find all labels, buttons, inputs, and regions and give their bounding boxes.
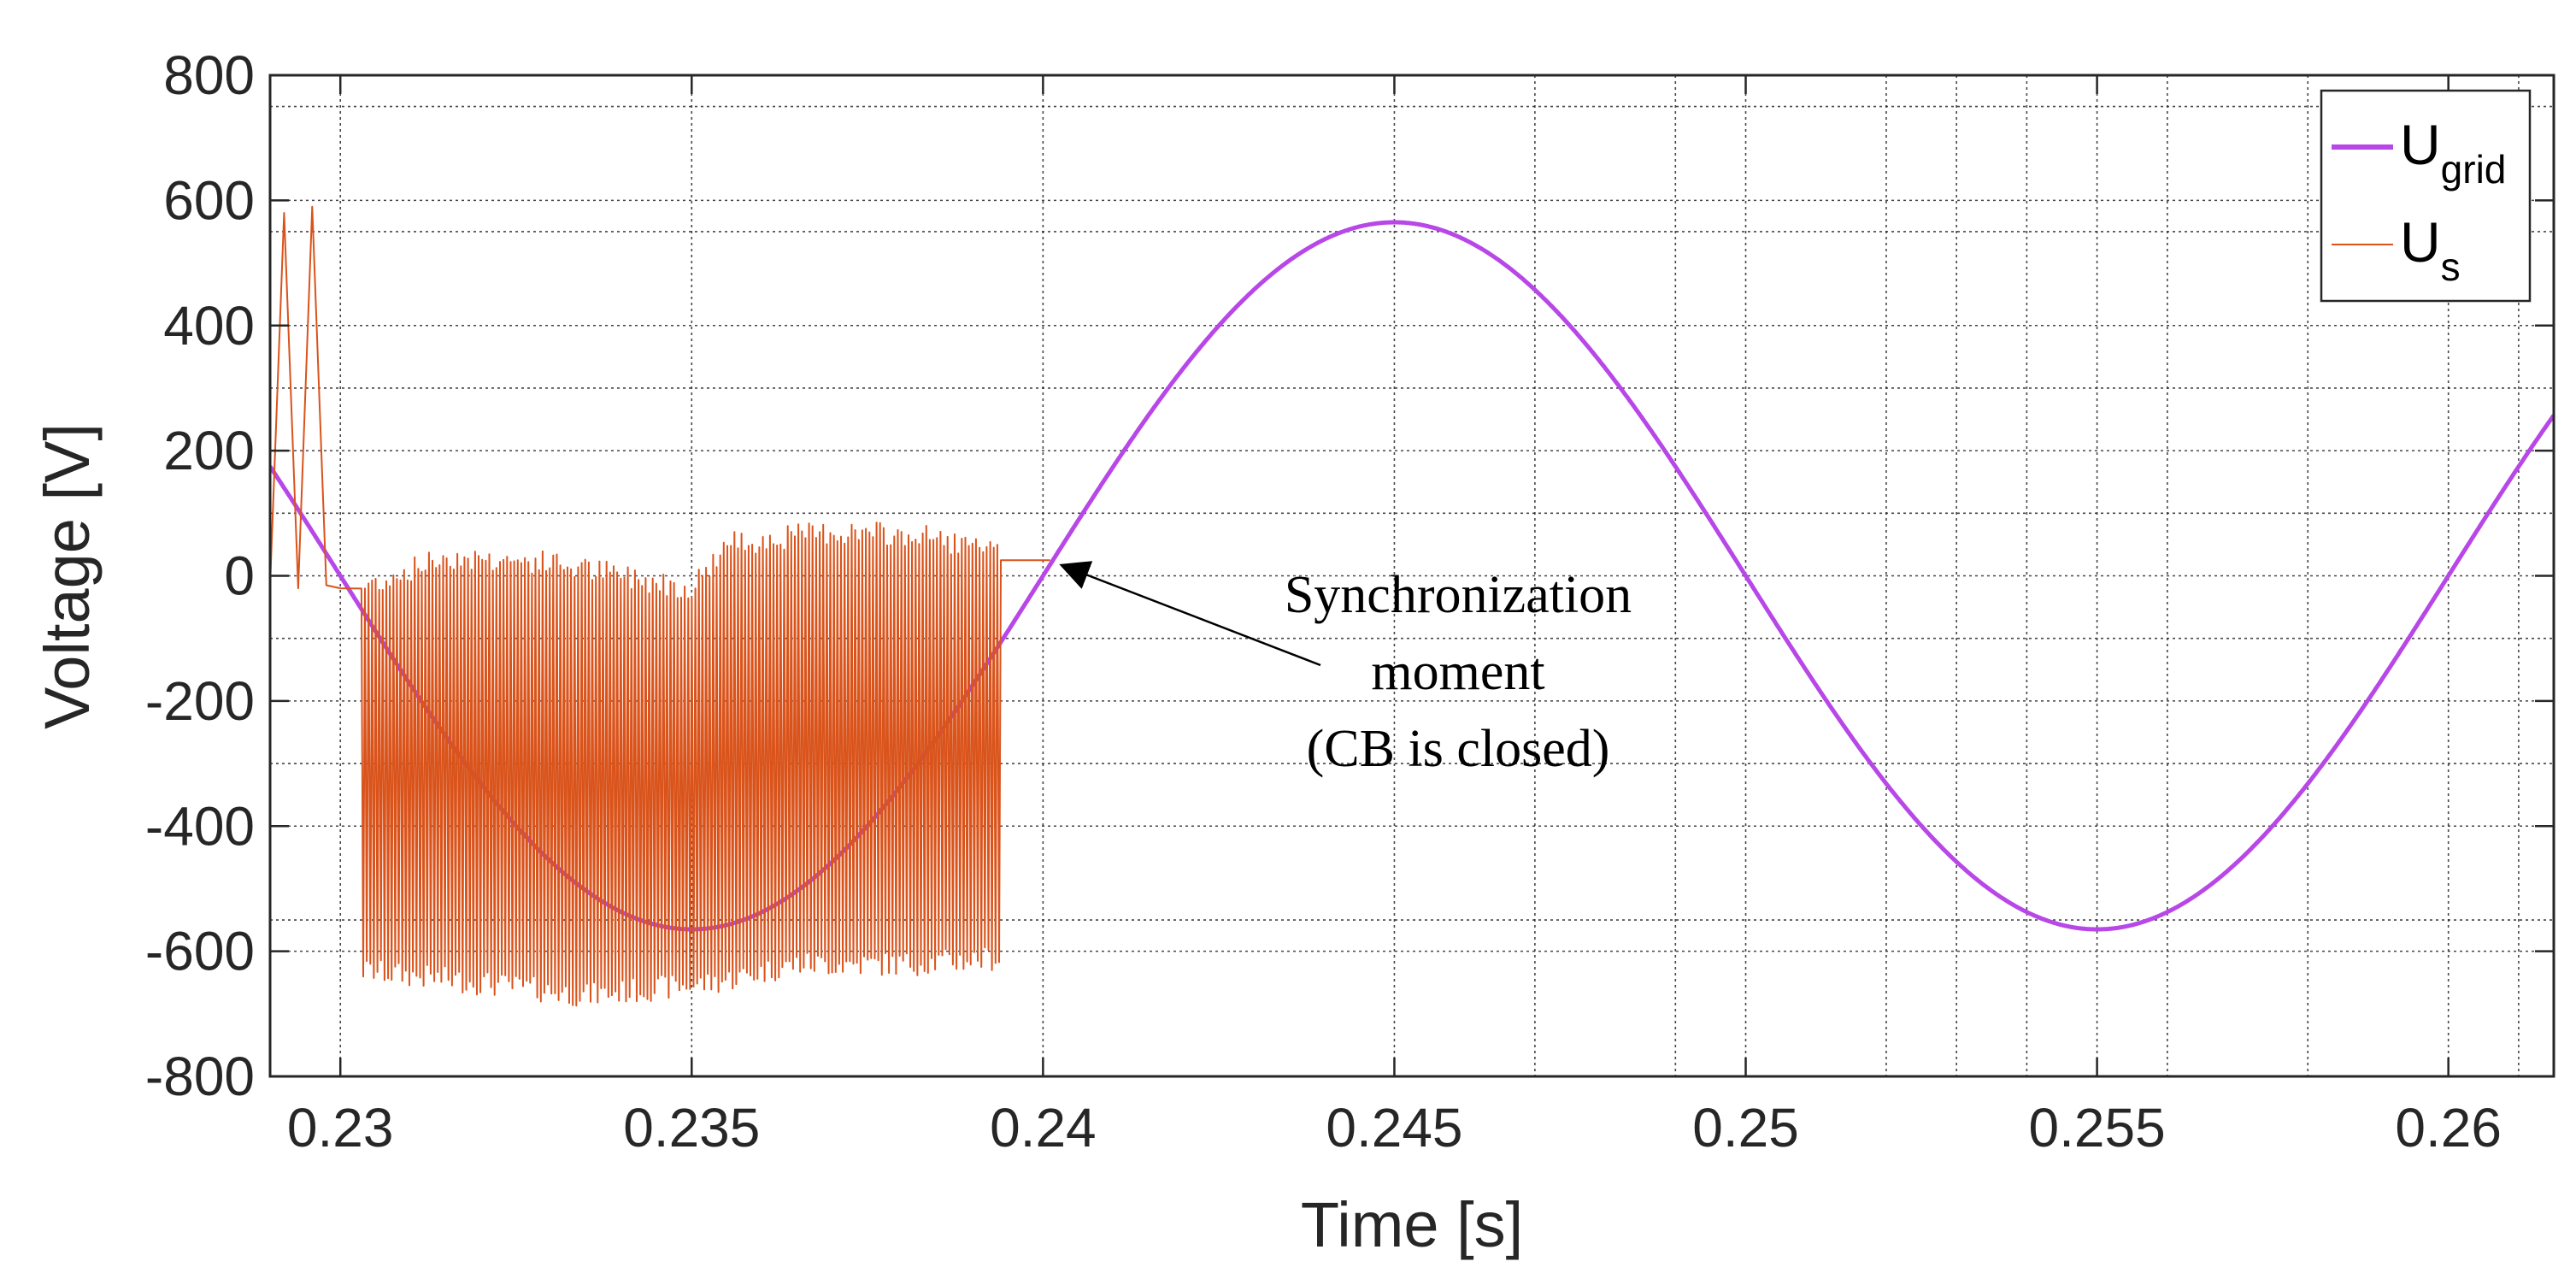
legend-label-us: Us [2400, 210, 2461, 289]
x-tick-label: 0.23 [287, 1097, 394, 1158]
y-tick-label: -200 [145, 670, 255, 732]
series-us-line [270, 205, 1050, 1007]
y-tick-label: 400 [163, 295, 255, 357]
y-tick-label: 800 [163, 44, 255, 106]
ticks: 0.23 0.235 0.24 0.245 0.25 0.255 0.26 800 600 400… [145, 44, 2554, 1158]
annotation-line-1: Synchronization [1285, 566, 1632, 624]
annotation-arrow [1059, 561, 1321, 667]
annotation-line-3: (CB is closed) [1307, 720, 1610, 778]
y-tick-label: -800 [145, 1046, 255, 1107]
x-tick-label: 0.255 [2029, 1097, 2166, 1158]
legend-box [2320, 89, 2532, 303]
series-group [270, 205, 2554, 1007]
legend: Ugrid Us [2320, 89, 2532, 303]
y-axis-label: Voltage [V] [32, 423, 103, 729]
y-tick-label: 600 [163, 169, 255, 231]
x-tick-label: 0.235 [623, 1097, 760, 1158]
legend-label-ugrid: Ugrid [2400, 113, 2506, 192]
y-tick-label: 0 [224, 545, 255, 607]
x-tick-label: 0.26 [2395, 1097, 2502, 1158]
x-tick-label: 0.25 [1692, 1097, 1799, 1158]
y-tick-label: -400 [145, 795, 255, 857]
y-tick-label: -600 [145, 921, 255, 982]
annotation-line-2: moment [1371, 643, 1544, 701]
annotation: Synchronization moment (CB is closed) [1059, 561, 1632, 778]
x-axis-label: Time [s] [1301, 1189, 1523, 1260]
x-tick-label: 0.24 [990, 1097, 1097, 1158]
y-tick-label: 200 [163, 420, 255, 481]
grid [270, 74, 2554, 1077]
x-tick-label: 0.245 [1326, 1097, 1462, 1158]
